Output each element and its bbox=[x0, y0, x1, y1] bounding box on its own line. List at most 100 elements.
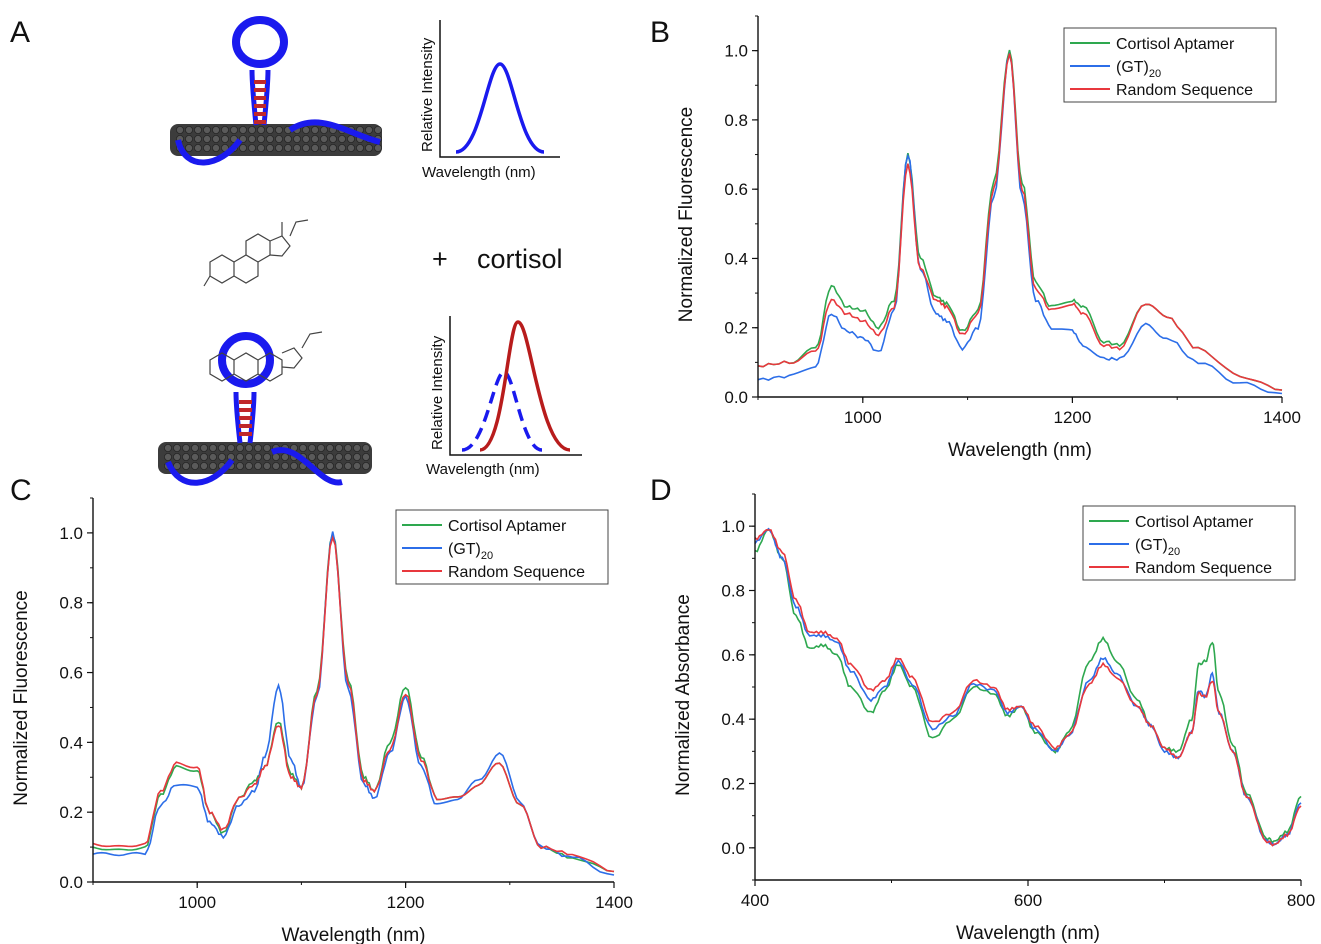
nanotube-cell bbox=[163, 443, 172, 452]
nanotube-cell bbox=[253, 452, 262, 461]
nanotube-cell bbox=[274, 134, 283, 143]
nanotube-cell bbox=[199, 452, 208, 461]
panel-letter-d: D bbox=[650, 474, 672, 507]
nanotube-cell bbox=[181, 452, 190, 461]
nanotube-cell bbox=[265, 126, 274, 135]
nanotube-cell bbox=[343, 443, 352, 452]
chart-d: 0.0 0.2 0.4 0.6 0.8 1.0 400 600 800 Wavelength (n… bbox=[673, 493, 1315, 944]
nanotube-cell bbox=[238, 143, 247, 152]
y-tick-label: 0.0 bbox=[721, 839, 745, 858]
panel-letter-c: C bbox=[10, 474, 32, 507]
panel-b: B 0.0 0.2 0.4 0.6 0.8 1.0 1000 1200 1400 Waveleng… bbox=[650, 15, 1301, 461]
nanotube-cell bbox=[193, 134, 202, 143]
dna-stem-bottom bbox=[233, 391, 257, 444]
nanotube-cell bbox=[163, 452, 172, 461]
inset-bottom-ylabel: Relative Intensity bbox=[429, 335, 446, 450]
x-tick-label: 800 bbox=[1287, 891, 1315, 910]
panel-letter-a: A bbox=[10, 16, 30, 49]
x-axis-title: Wavelength (nm) bbox=[282, 925, 426, 944]
nanotube-cell bbox=[310, 126, 319, 135]
nanotube-cell bbox=[343, 452, 352, 461]
nanotube-cell bbox=[346, 134, 355, 143]
y-tick-label: 0.8 bbox=[59, 594, 83, 613]
nanotube-cell bbox=[274, 143, 283, 152]
nanotube-cell bbox=[325, 461, 334, 470]
series-line-2 bbox=[757, 53, 1283, 391]
y-tick-label: 0.2 bbox=[724, 319, 748, 338]
x-tick-label: 600 bbox=[1014, 891, 1042, 910]
nanotube-cell bbox=[184, 126, 193, 135]
nanotube-cell bbox=[211, 126, 220, 135]
nanotube-cell bbox=[172, 452, 181, 461]
nanotube-cell bbox=[253, 461, 262, 470]
nanotube-cell bbox=[256, 134, 265, 143]
x-tick-label: 1200 bbox=[387, 893, 425, 912]
nanotube-cell bbox=[190, 461, 199, 470]
dna-wrap-bottom bbox=[165, 447, 343, 486]
nanotube-cell bbox=[220, 134, 229, 143]
nanotube-cell bbox=[247, 143, 256, 152]
nanotube-cell bbox=[208, 452, 217, 461]
nanotube-cell bbox=[361, 443, 370, 452]
nanotube-cell bbox=[316, 443, 325, 452]
nanotube-cell bbox=[292, 134, 301, 143]
nanotube-cell bbox=[238, 126, 247, 135]
nanotube-cell bbox=[184, 143, 193, 152]
nanotube-cell bbox=[181, 461, 190, 470]
nanotube-cell bbox=[307, 443, 316, 452]
nanotube-cell bbox=[343, 461, 352, 470]
nanotube-cell bbox=[193, 143, 202, 152]
y-tick-label: 0.0 bbox=[59, 873, 83, 892]
nanotube-cell bbox=[202, 126, 211, 135]
dna-nanotube-top bbox=[170, 16, 382, 166]
chart-c: 0.0 0.2 0.4 0.6 0.8 1.0 1000 1200 1400 Wavelength… bbox=[11, 497, 633, 944]
nanotube-cell bbox=[352, 452, 361, 461]
nanotube-cell bbox=[262, 443, 271, 452]
x-axis-title: Wavelength (nm) bbox=[948, 440, 1092, 461]
x-tick-label: 1200 bbox=[1053, 408, 1091, 427]
dna-loop-top bbox=[232, 16, 288, 68]
nanotube-cell bbox=[265, 143, 274, 152]
nanotube-cell bbox=[244, 443, 253, 452]
nanotube-cell bbox=[244, 452, 253, 461]
nanotube-cell bbox=[283, 143, 292, 152]
nanotube-cell bbox=[325, 452, 334, 461]
panel-d: D 0.0 0.2 0.4 0.6 0.8 1.0 400 600 800 Wavelength … bbox=[650, 474, 1315, 944]
nanotube-cell bbox=[334, 452, 343, 461]
nanotube-cell bbox=[217, 452, 226, 461]
nanotube-cell bbox=[256, 126, 265, 135]
panel-letter-b: B bbox=[650, 16, 670, 49]
nanotube-cell bbox=[274, 126, 283, 135]
y-tick-label: 0.8 bbox=[721, 582, 745, 601]
nanotube-cell bbox=[175, 126, 184, 135]
x-tick-label: 1000 bbox=[178, 893, 216, 912]
legend-label: Random Sequence bbox=[448, 564, 585, 581]
inset-top-xlabel: Wavelength (nm) bbox=[422, 164, 536, 181]
series-line-2 bbox=[92, 535, 615, 873]
y-tick-label: 0.6 bbox=[59, 664, 83, 683]
panel-c: C 0.0 0.2 0.4 0.6 0.8 1.0 1000 1200 1400 Waveleng… bbox=[10, 474, 633, 944]
nanotube-cell bbox=[289, 461, 298, 470]
plus-sign: + bbox=[432, 244, 448, 274]
nanotube-cell bbox=[172, 461, 181, 470]
bound-cortisol-molecule bbox=[209, 331, 323, 382]
legend-label: Cortisol Aptamer bbox=[1116, 36, 1235, 53]
y-tick-label: 0.0 bbox=[724, 388, 748, 407]
nanotube-cell bbox=[328, 143, 337, 152]
nanotube-cell bbox=[202, 134, 211, 143]
nanotube-cell bbox=[355, 143, 364, 152]
nanotube-cell bbox=[247, 134, 256, 143]
nanotube-cell bbox=[280, 452, 289, 461]
y-tick-label: 0.2 bbox=[721, 775, 745, 794]
nanotube-cell bbox=[310, 134, 319, 143]
cortisol-molecule bbox=[203, 219, 309, 287]
nanotube-cell bbox=[280, 461, 289, 470]
inset-bottom-xlabel: Wavelength (nm) bbox=[426, 461, 540, 478]
nanotube-cell bbox=[328, 134, 337, 143]
inset-top-peak bbox=[455, 62, 545, 154]
nanotube-cell bbox=[310, 143, 319, 152]
y-tick-label: 1.0 bbox=[721, 517, 745, 536]
nanotube-cell bbox=[217, 443, 226, 452]
nanotube-cell bbox=[373, 126, 382, 135]
nanotube-cell bbox=[352, 443, 361, 452]
